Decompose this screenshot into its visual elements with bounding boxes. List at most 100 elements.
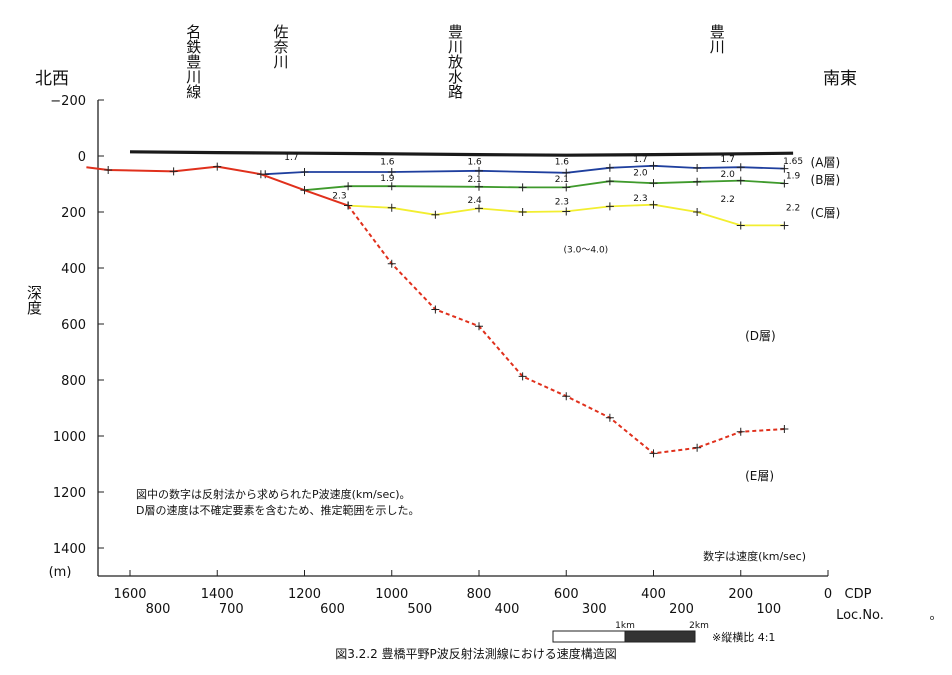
annotations: 北西 南東 名鉄豊川線 佐奈川 豊川放水路 豊川 1.7 1.6 1.6 1.6 1.7 1.7 1.6… — [35, 24, 857, 661]
loc-no-axis-label: Loc.No. — [836, 608, 884, 623]
data-point-marker — [780, 164, 789, 173]
velocity-label: 2.2 — [786, 204, 800, 214]
data-point-marker — [605, 163, 614, 172]
data-point-marker — [780, 221, 789, 230]
data-point-marker — [518, 183, 527, 192]
data-point-marker — [344, 201, 353, 210]
velocity-label: 1.7 — [633, 155, 647, 165]
layer-label: (A層) — [811, 156, 841, 170]
data-point-marker — [605, 177, 614, 186]
y-tick-label: 1200 — [53, 486, 86, 501]
scale-bar-label-2km: 2km — [689, 621, 709, 631]
data-point-marker — [649, 161, 658, 170]
data-point-marker — [562, 392, 571, 401]
x-tick-label: 600 — [554, 587, 579, 602]
note-line: 図中の数字は反射法から求められたP波速度(km/sec)。 — [136, 487, 411, 501]
layer-label: (E層) — [745, 469, 774, 483]
extra-mark: 。 — [929, 608, 942, 623]
place-name: 佐奈川 — [272, 24, 290, 69]
data-point-marker — [344, 182, 353, 191]
scale-bar-label-1km: 1km — [615, 621, 635, 631]
loc-no-label: 700 — [219, 602, 244, 617]
series-line-D_E — [347, 204, 785, 455]
y-tick-label: 0 — [78, 150, 86, 165]
velocity-label: 1.6 — [555, 157, 570, 167]
place-name: 豊川 — [708, 24, 726, 54]
velocity-label: 1.9 — [786, 171, 801, 181]
layer-label: (B層) — [811, 173, 841, 187]
data-point-marker — [475, 182, 483, 191]
loc-no-label: 800 — [146, 602, 171, 617]
series-line-B_C — [304, 179, 785, 192]
velocity-label: 2.2 — [720, 195, 734, 205]
layer-label: (C層) — [811, 206, 841, 220]
x-tick-label: 400 — [641, 587, 666, 602]
place-name: 豊川放水路 — [446, 24, 464, 99]
y-tick-label: 400 — [61, 262, 86, 277]
x-tick-label: 1400 — [201, 587, 234, 602]
figure-caption: 図3.2.2 豊橋平野P波反射法測線における速度構造図 — [335, 646, 617, 661]
loc-no-label: 400 — [495, 602, 520, 617]
data-point-marker — [693, 177, 702, 186]
speed-note: 数字は速度(km/sec) — [703, 549, 806, 563]
loc-no-label: 300 — [582, 602, 607, 617]
velocity-label: 2.1 — [555, 175, 569, 185]
data-point-marker — [693, 443, 702, 452]
data-point-marker — [518, 372, 527, 381]
x-tick-label: 800 — [467, 587, 492, 602]
data-point-marker — [431, 305, 440, 314]
data-point-marker — [256, 170, 265, 179]
y-axis-unit: (m) — [49, 565, 72, 580]
y-tick-label: −200 — [50, 94, 86, 109]
data-point-marker — [562, 168, 571, 177]
data-point-marker — [649, 200, 658, 209]
velocity-label: 1.6 — [380, 157, 395, 167]
place-name: 名鉄豊川線 — [184, 24, 202, 99]
note-line: D層の速度は不確定要素を含むため、推定範囲を示した。 — [136, 503, 419, 517]
data-point-marker — [518, 208, 527, 216]
x-tick-label: 1000 — [375, 587, 408, 602]
velocity-label: 2.1 — [467, 175, 481, 185]
velocity-label: 1.6 — [467, 157, 482, 167]
x-tick-label: 1200 — [288, 587, 321, 602]
direction-southeast: 南東 — [823, 69, 857, 89]
data-point-marker — [387, 259, 396, 268]
y-tick-label: 800 — [61, 374, 86, 389]
y-tick-label: 600 — [61, 318, 86, 333]
y-tick-label: 200 — [61, 206, 86, 221]
loc-no-label: 500 — [407, 602, 432, 617]
y-axis-label: 深度 — [25, 285, 43, 315]
data-point-marker — [736, 221, 745, 230]
data-point-marker — [605, 202, 614, 211]
x-tick-label: 200 — [728, 587, 753, 602]
y-tick-label: 1400 — [53, 542, 86, 557]
data-point-marker — [649, 179, 658, 188]
data-point-marker — [649, 449, 658, 458]
scale-bar-white — [552, 630, 626, 643]
data-point-marker — [736, 163, 745, 172]
data-point-marker — [780, 179, 789, 188]
direction-northwest: 北西 — [35, 69, 69, 89]
data-point-marker — [300, 186, 309, 195]
velocity-label: 2.3 — [633, 194, 647, 204]
velocity-label: 1.65 — [783, 157, 803, 167]
velocity-label: 2.0 — [633, 169, 648, 179]
velocity-label: 2.3 — [555, 197, 569, 207]
series-line-A_B — [265, 164, 785, 176]
data-point-marker — [431, 210, 440, 219]
scale-bar-black — [624, 630, 696, 643]
layer-label: (D層) — [745, 329, 776, 343]
data-point-marker — [387, 182, 396, 191]
data-point-marker — [104, 166, 113, 174]
velocity-label: 1.9 — [380, 174, 395, 184]
loc-no-label: 200 — [669, 602, 694, 617]
data-point-marker — [300, 167, 309, 176]
data-point-marker — [605, 413, 614, 422]
x-tick-label: 1600 — [113, 587, 146, 602]
velocity-label: (3.0〜4.0) — [564, 246, 609, 256]
data-point-marker — [213, 162, 222, 171]
data-point-marker — [475, 322, 483, 331]
data-point-marker — [387, 203, 396, 212]
